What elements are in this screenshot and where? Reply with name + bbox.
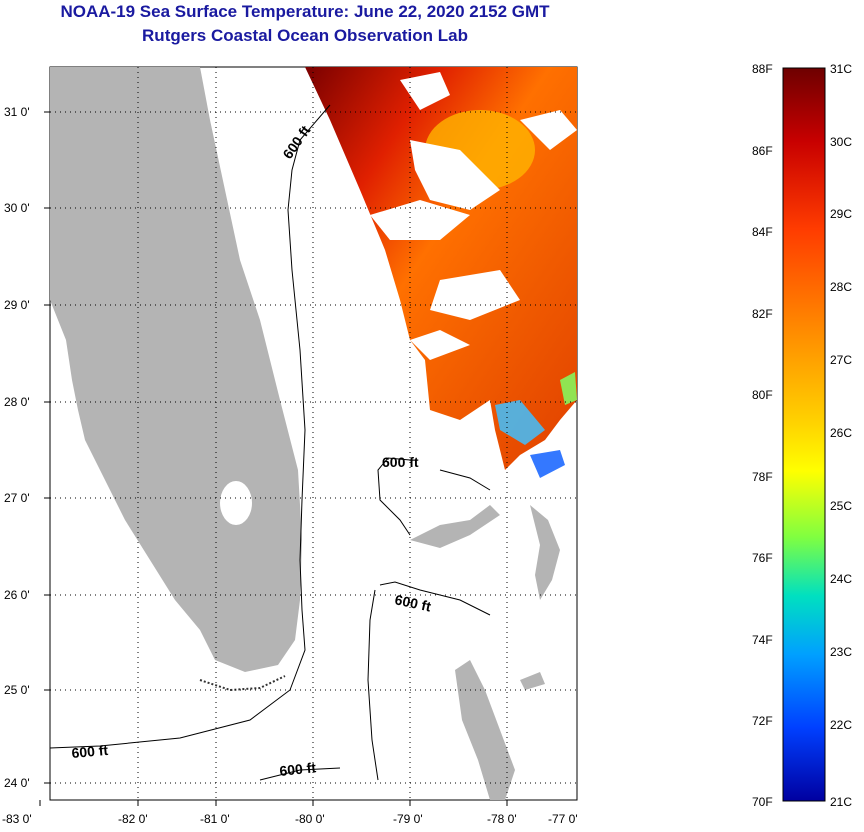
colorbar-c-label: 28C	[830, 280, 852, 294]
lon-tick-label: -81 0'	[200, 812, 230, 826]
colorbar-c-label: 29C	[830, 207, 852, 221]
colorbar-c-label: 27C	[830, 353, 852, 367]
depth-contours	[50, 104, 491, 781]
colorbar-f-label: 86F	[752, 144, 773, 158]
colorbar-c-label: 23C	[830, 645, 852, 659]
cloud-gaps	[370, 72, 577, 360]
andros-island	[455, 660, 515, 800]
lon-tick-label: -78 0'	[487, 812, 517, 826]
colorbar-fahrenheit-labels: 88F 86F 84F 82F 80F 78F 76F 74F 72F 70F	[752, 62, 773, 809]
colorbar-f-label: 88F	[752, 62, 773, 76]
colorbar-c-label: 25C	[830, 499, 852, 513]
cold-patches	[495, 372, 577, 478]
colorbar-f-label: 72F	[752, 714, 773, 728]
colorbar-f-label: 80F	[752, 388, 773, 402]
lat-tick-label: 26 0'	[4, 588, 30, 602]
lake-okeechobee	[220, 481, 252, 525]
colorbar-c-label: 24C	[830, 572, 852, 586]
contour-label-2: 600 ft	[382, 454, 419, 470]
lon-tick-label: -77 0'	[548, 812, 578, 826]
colorbar-c-label: 31C	[830, 62, 852, 76]
longitude-labels: -83 0' -82 0' -81 0' -80 0' -79 0' -78 0…	[2, 812, 578, 826]
colorbar-f-label: 82F	[752, 307, 773, 321]
lat-tick-label: 25 0'	[4, 683, 30, 697]
colorbar-f-label: 76F	[752, 551, 773, 565]
lat-tick-label: 24 0'	[4, 776, 30, 790]
contour-label-4: 600 ft	[71, 742, 109, 761]
contour-label-3: 600 ft	[393, 591, 432, 614]
grand-bahama	[410, 505, 500, 548]
lat-tick-label: 30 0'	[4, 201, 30, 215]
graticule	[50, 67, 577, 800]
lon-tick-label: -79 0'	[393, 812, 423, 826]
lat-tick-label: 27 0'	[4, 491, 30, 505]
abaco-island	[530, 505, 560, 600]
map-title: NOAA-19 Sea Surface Temperature: June 22…	[60, 2, 550, 21]
colorbar-f-label: 84F	[752, 225, 773, 239]
lon-tick-label: -83 0'	[2, 812, 32, 826]
lon-tick-label: -82 0'	[118, 812, 148, 826]
contour-labels: 600 ft 600 ft 600 ft 600 ft 600 ft	[71, 122, 433, 779]
colorbar-c-label: 22C	[830, 718, 852, 732]
lat-tick-label: 31 0'	[4, 105, 30, 119]
colorbar-f-label: 74F	[752, 633, 773, 647]
map-subtitle: Rutgers Coastal Ocean Observation Lab	[142, 26, 468, 45]
latitude-labels: 31 0' 30 0' 29 0' 28 0' 27 0' 26 0' 25 0…	[4, 105, 30, 790]
colorbar-c-label: 26C	[830, 426, 852, 440]
lat-tick-label: 28 0'	[4, 395, 30, 409]
bahamas-islet	[520, 672, 545, 690]
colorbar-celsius-labels: 31C 30C 29C 28C 27C 26C 25C 24C 23C 22C …	[830, 62, 852, 809]
colorbar-c-label: 30C	[830, 135, 852, 149]
colorbar-f-label: 70F	[752, 795, 773, 809]
colorbar	[782, 67, 826, 802]
colorbar-f-label: 78F	[752, 470, 773, 484]
lon-tick-label: -80 0'	[295, 812, 325, 826]
colorbar-c-label: 21C	[830, 795, 852, 809]
lat-tick-label: 29 0'	[4, 298, 30, 312]
tick-marks	[39, 111, 508, 806]
contour-label-5: 600 ft	[279, 759, 317, 779]
